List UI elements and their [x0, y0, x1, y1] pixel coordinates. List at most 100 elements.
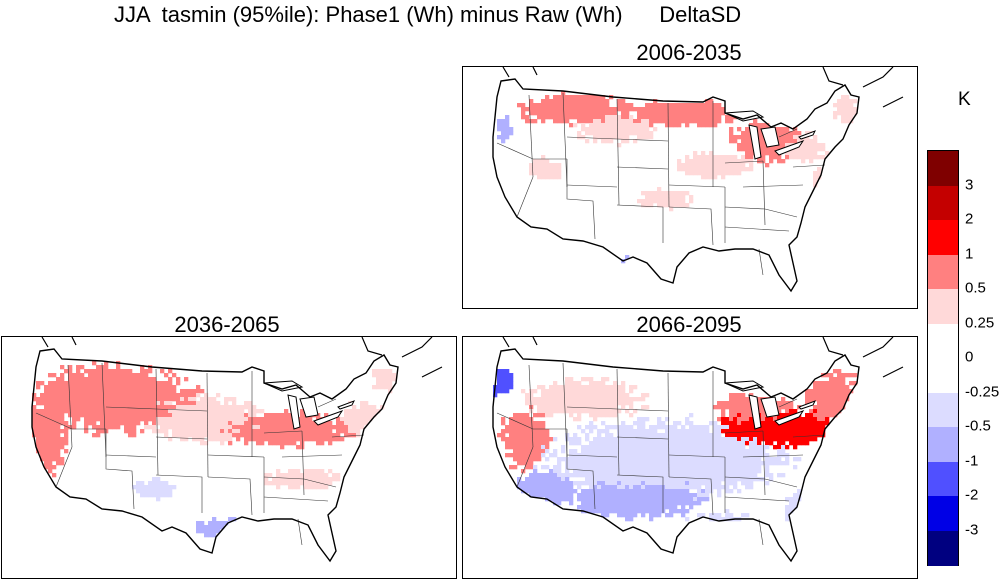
anomaly-cell	[220, 405, 225, 410]
anomaly-cell	[637, 441, 642, 446]
anomaly-cell	[549, 171, 554, 176]
anomaly-cell	[100, 429, 105, 434]
anomaly-cell	[537, 493, 542, 498]
anomaly-cell	[657, 481, 662, 486]
anomaly-cell	[737, 457, 742, 462]
anomaly-cell	[513, 449, 518, 454]
anomaly-cell	[673, 497, 678, 502]
anomaly-cell	[653, 453, 658, 458]
anomaly-cell	[705, 99, 710, 104]
anomaly-cell	[649, 477, 654, 482]
anomaly-cell	[729, 401, 734, 406]
anomaly-cell	[545, 465, 550, 470]
anomaly-cell	[705, 461, 710, 466]
anomaly-cell	[589, 485, 594, 490]
anomaly-cell	[573, 107, 578, 112]
anomaly-cell	[829, 385, 834, 390]
anomaly-cell	[332, 473, 337, 478]
anomaly-cell	[573, 457, 578, 462]
anomaly-cell	[625, 509, 630, 514]
anomaly-cell	[36, 381, 41, 386]
anomaly-cell	[601, 139, 606, 144]
anomaly-cell	[781, 445, 786, 450]
state-border	[67, 364, 73, 448]
anomaly-cell	[533, 465, 538, 470]
anomaly-cell	[521, 103, 526, 108]
anomaly-cell	[653, 489, 658, 494]
anomaly-cell	[108, 393, 113, 398]
anomaly-cell	[56, 377, 61, 382]
anomaly-cell	[160, 401, 165, 406]
anomaly-cell	[557, 497, 562, 502]
anomaly-cell	[184, 437, 189, 442]
anomaly-cell	[645, 477, 650, 482]
colorbar-swatch	[928, 323, 958, 359]
anomaly-cell	[829, 405, 834, 410]
anomaly-cell	[200, 409, 205, 414]
anomaly-cell	[88, 401, 93, 406]
anomaly-cell	[577, 437, 582, 442]
anomaly-cell	[629, 449, 634, 454]
anomaly-cell	[116, 365, 121, 370]
anomaly-cell	[384, 377, 389, 382]
anomaly-cell	[76, 381, 81, 386]
anomaly-cell	[665, 513, 670, 518]
anomaly-cell	[601, 513, 606, 518]
anomaly-cell	[32, 417, 37, 422]
anomaly-cell	[765, 429, 770, 434]
anomaly-cell	[793, 151, 798, 156]
anomaly-cell	[112, 409, 117, 414]
anomaly-cell	[625, 397, 630, 402]
anomaly-cell	[144, 369, 149, 374]
anomaly-cell	[749, 167, 754, 172]
anomaly-cell	[72, 413, 77, 418]
anomaly-cell	[96, 413, 101, 418]
anomaly-cell	[108, 389, 113, 394]
anomaly-cell	[509, 453, 514, 458]
anomaly-cell	[757, 123, 762, 128]
anomaly-cell	[617, 445, 622, 450]
anomaly-cell	[236, 433, 241, 438]
anomaly-cell	[340, 417, 345, 422]
anomaly-cell	[841, 397, 846, 402]
anomaly-cell	[773, 147, 778, 152]
anomaly-cell	[709, 155, 714, 160]
anomaly-cell	[236, 413, 241, 418]
colorbar-swatch	[928, 220, 958, 255]
anomaly-cell	[501, 373, 506, 378]
anomaly-cell	[569, 465, 574, 470]
anomaly-cell	[128, 409, 133, 414]
anomaly-cell	[256, 417, 261, 422]
anomaly-cell	[597, 123, 602, 128]
anomaly-cell	[677, 469, 682, 474]
great-lake	[774, 410, 805, 426]
anomaly-cell	[268, 437, 273, 442]
anomaly-cell	[517, 457, 522, 462]
anomaly-cell	[553, 473, 558, 478]
anomaly-cell	[785, 155, 790, 160]
anomaly-cell	[497, 389, 502, 394]
anomaly-cell	[589, 99, 594, 104]
anomaly-cell	[833, 413, 838, 418]
anomaly-cell	[637, 421, 642, 426]
anomaly-cell	[781, 127, 786, 132]
anomaly-cell	[633, 505, 638, 510]
anomaly-cell	[160, 417, 165, 422]
anomaly-cell	[312, 473, 317, 478]
anomaly-cell	[140, 365, 145, 370]
anomaly-cell	[497, 127, 502, 132]
anomaly-cell	[793, 127, 798, 132]
anomaly-cell	[649, 131, 654, 136]
anomaly-cell	[236, 409, 241, 414]
anomaly-cell	[813, 413, 818, 418]
anomaly-cell	[320, 441, 325, 446]
anomaly-cell	[689, 501, 694, 506]
anomaly-cell	[753, 465, 758, 470]
anomaly-cell	[645, 123, 650, 128]
anomaly-cell	[188, 433, 193, 438]
anomaly-cell	[849, 111, 854, 116]
anomaly-cell	[725, 485, 730, 490]
anomaly-cell	[264, 433, 269, 438]
anomaly-cell	[645, 417, 650, 422]
anomaly-cell	[657, 477, 662, 482]
